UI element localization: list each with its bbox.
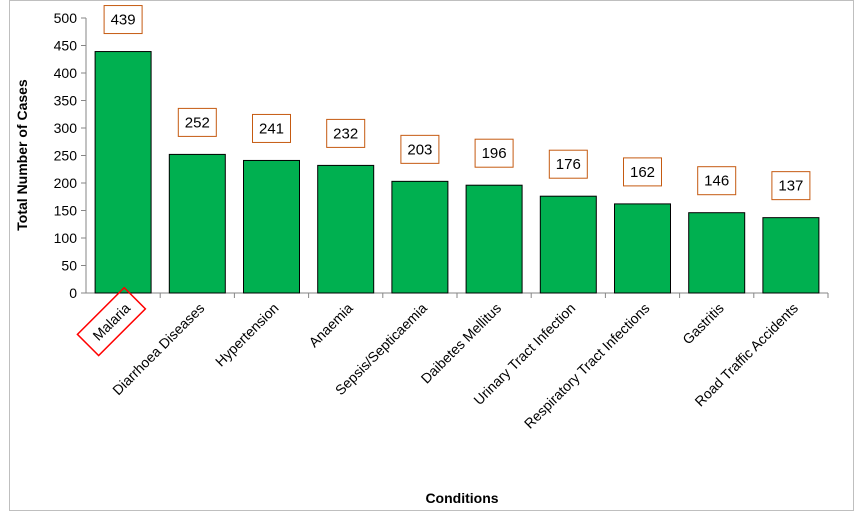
data-label-box bbox=[252, 113, 291, 143]
data-label-box bbox=[548, 149, 588, 179]
data-label-box bbox=[697, 166, 737, 196]
y-axis-title: Total Number of Cases bbox=[14, 79, 30, 231]
y-tick-label: 500 bbox=[54, 10, 78, 26]
bar bbox=[539, 195, 597, 294]
data-label: 439 bbox=[111, 12, 136, 29]
y-tick-label: 350 bbox=[54, 93, 78, 109]
category-label-group: Malaria bbox=[76, 286, 147, 357]
data-label-box bbox=[400, 134, 440, 164]
category-label: Respiratory Tract Infections bbox=[521, 300, 653, 432]
x-axis-title: Conditions bbox=[425, 490, 498, 506]
category-label-group: Gastritis bbox=[679, 300, 727, 348]
data-label-box bbox=[326, 118, 366, 148]
y-tick-label: 300 bbox=[54, 120, 78, 136]
category-label: Malaria bbox=[89, 300, 133, 344]
category-label: Anaemia bbox=[305, 300, 356, 351]
bar bbox=[465, 184, 523, 294]
category-label-group: Respiratory Tract Infections bbox=[521, 300, 653, 432]
data-label-box bbox=[623, 157, 662, 187]
data-label: 137 bbox=[778, 178, 803, 195]
data-label: 176 bbox=[556, 156, 581, 173]
data-label: 146 bbox=[704, 173, 729, 190]
bar bbox=[168, 153, 226, 294]
category-label-group: Anaemia bbox=[305, 300, 356, 351]
category-label: Gastritis bbox=[679, 300, 727, 348]
y-tick-label: 50 bbox=[61, 258, 77, 274]
data-label: 241 bbox=[259, 120, 284, 137]
bar bbox=[243, 159, 300, 294]
bar bbox=[391, 180, 449, 294]
category-label-group: Daibetes Mellitus bbox=[418, 300, 505, 387]
y-tick-label: 0 bbox=[69, 285, 77, 301]
bar bbox=[614, 203, 671, 294]
data-label-box bbox=[177, 107, 217, 137]
data-label: 252 bbox=[185, 114, 210, 131]
y-tick-label: 400 bbox=[54, 65, 78, 81]
y-tick-label: 150 bbox=[54, 203, 78, 219]
y-tick-label: 100 bbox=[54, 230, 78, 246]
category-label-group: Hypertension bbox=[212, 300, 282, 370]
category-label: Daibetes Mellitus bbox=[418, 300, 505, 387]
data-label: 196 bbox=[482, 145, 507, 162]
y-tick-label: 200 bbox=[54, 175, 78, 191]
y-tick-label: 250 bbox=[54, 148, 78, 164]
data-label: 203 bbox=[407, 141, 432, 158]
bars-group bbox=[94, 51, 820, 294]
data-label-box bbox=[103, 5, 143, 35]
y-tick-label: 450 bbox=[54, 38, 78, 54]
data-label-box bbox=[474, 138, 514, 168]
data-label-box bbox=[771, 171, 811, 201]
bar bbox=[762, 217, 820, 294]
bar bbox=[688, 212, 746, 294]
highlight-box bbox=[76, 286, 147, 357]
bar bbox=[94, 51, 152, 294]
data-labels-group: 439 252 241 232 203 196 176 162 146 137 bbox=[103, 5, 811, 201]
category-label: Hypertension bbox=[212, 300, 282, 370]
data-label: 232 bbox=[333, 125, 358, 142]
data-label: 162 bbox=[630, 164, 655, 181]
bar bbox=[317, 164, 375, 294]
